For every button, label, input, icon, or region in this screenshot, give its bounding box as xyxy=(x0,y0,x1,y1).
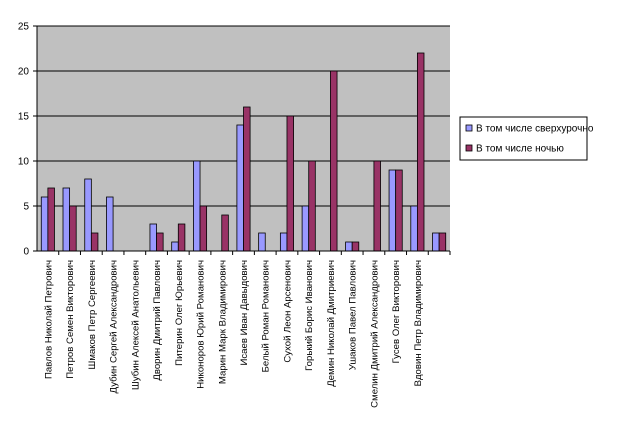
bar-overtime xyxy=(345,241,353,252)
legend-box xyxy=(459,116,588,161)
bar-overtime xyxy=(106,196,114,252)
x-tick-label: Дворин Дмитрий Павлович xyxy=(152,260,163,381)
bar-overtime xyxy=(84,178,92,252)
bar-overtime xyxy=(62,187,71,252)
x-tick-label: Никоноров Юрий Романович xyxy=(196,260,207,389)
x-tick-label: Исаев Иван Давыдович xyxy=(239,260,250,366)
bar-night xyxy=(351,241,360,252)
bar-overtime xyxy=(171,241,179,252)
legend-swatch-overtime xyxy=(465,124,473,132)
bar-overtime xyxy=(432,232,440,252)
bar-night xyxy=(395,169,403,252)
y-tick-label: 10 xyxy=(18,157,30,168)
y-tick-label: 0 xyxy=(23,247,29,258)
x-tick-label: Вдовин Петр Владимирович xyxy=(413,260,424,386)
bar-night xyxy=(90,232,99,252)
bar-night xyxy=(330,70,338,252)
bar-overtime xyxy=(236,124,244,252)
bar-overtime xyxy=(193,160,201,252)
x-tick-label: Демин Николай Дмитриевич xyxy=(326,260,337,387)
x-tick-label: Петров Семен Викторович xyxy=(65,260,76,379)
legend: В том числе сверхурочно В том числе ночь… xyxy=(459,116,594,161)
y-tick-label: 5 xyxy=(23,202,29,213)
y-tick-label: 20 xyxy=(18,67,30,78)
y-tick-labels: 0 5 10 15 20 25 xyxy=(18,22,30,258)
bar-night xyxy=(416,52,425,252)
bar-overtime xyxy=(258,232,266,252)
x-tick-label: Питерин Олег Юрьевич xyxy=(174,260,185,366)
x-tick-label: Шмаков Петр Сергеевич xyxy=(87,260,98,369)
bar-night xyxy=(308,160,316,252)
bar-overtime xyxy=(301,205,310,252)
x-tick-labels: Павлов Николай Петрович Петров Семен Викт… xyxy=(43,251,451,408)
bar-night xyxy=(286,115,294,252)
x-tick-label: Павлов Николай Петрович xyxy=(43,260,54,379)
x-tick-label: Сухой Леон Арсенович xyxy=(282,260,293,363)
bar-night xyxy=(47,187,55,252)
x-tick-label: Смелин Дмитрий Александрович xyxy=(369,260,380,408)
bar-overtime xyxy=(40,196,49,252)
x-tick-label: Белый Роман Романович xyxy=(261,260,272,372)
bar-night xyxy=(156,232,164,252)
x-tick-label: Дубин Сергей Александрович xyxy=(109,260,120,393)
bar-overtime xyxy=(410,205,418,252)
bar-night xyxy=(243,106,251,252)
x-tick-label: Марин Марк Владимирович xyxy=(217,260,228,384)
bar-night xyxy=(221,214,229,252)
legend-label-night: В том числе ночью xyxy=(476,144,564,155)
legend-label-overtime: В том числе сверхурочно xyxy=(476,124,594,135)
x-tick-label: Гусев Олег Викторович xyxy=(391,260,402,363)
bar-night xyxy=(177,223,186,252)
bar-overtime xyxy=(149,223,157,252)
bar-night xyxy=(438,232,447,252)
axes xyxy=(36,26,450,252)
legend-swatch-night xyxy=(465,144,473,152)
bar-overtime xyxy=(388,169,397,252)
x-tick-label: Горький Борис Иванович xyxy=(304,260,315,371)
y-tick-label: 15 xyxy=(18,112,30,123)
bar-night xyxy=(69,205,77,252)
y-tick-label: 25 xyxy=(18,22,30,33)
x-tick-label: Шубин Алексей Анатольевич xyxy=(130,260,141,390)
x-tick-label: Ушаков Павел Павлович xyxy=(348,260,359,370)
bar-night xyxy=(199,205,208,252)
bar-night xyxy=(373,160,381,252)
bar-overtime xyxy=(279,232,288,252)
